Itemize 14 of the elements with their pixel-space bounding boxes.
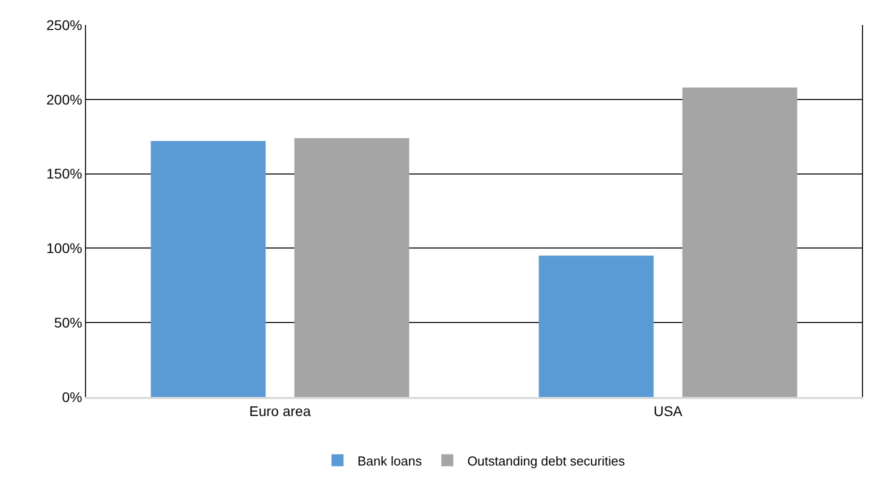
bar: [150, 141, 266, 397]
y-tick-label: 0%: [62, 388, 82, 405]
x-tick-label: USA: [654, 402, 684, 419]
bar: [538, 256, 654, 397]
y-tick-label: 250%: [46, 16, 82, 33]
legend-label: Bank loans: [358, 453, 422, 468]
y-tick-label: 150%: [46, 166, 82, 182]
bar: [294, 138, 410, 397]
y-tick-label: 50%: [54, 314, 82, 330]
x-tick-label: Euro area: [249, 402, 311, 419]
y-tick-label: 200%: [46, 91, 82, 108]
bar: [682, 88, 798, 397]
legend-label: Outstanding debt securities: [467, 453, 626, 468]
y-tick-label: 100%: [46, 240, 82, 256]
